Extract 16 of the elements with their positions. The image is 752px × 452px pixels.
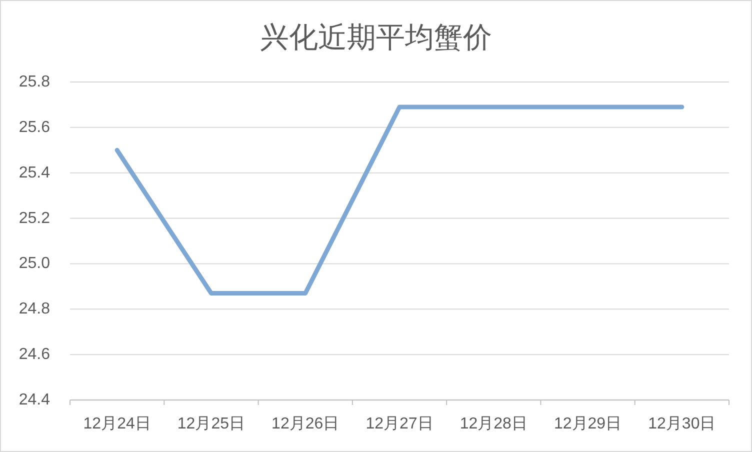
x-tick-label: 12月24日 (83, 416, 151, 432)
y-tick-label: 25.4 (18, 164, 50, 182)
y-tick-label: 25.2 (18, 210, 50, 227)
y-tick-label: 25.0 (18, 255, 50, 272)
x-tick-label: 12月28日 (460, 416, 528, 432)
x-tick-label: 12月27日 (366, 416, 434, 432)
x-tick-label: 12月29日 (554, 416, 622, 432)
y-tick-label: 24.8 (18, 300, 50, 318)
x-tick-label: 12月25日 (177, 416, 246, 432)
x-tick-label: 12月26日 (272, 416, 340, 432)
x-tick-label: 12月30日 (648, 416, 716, 432)
y-tick-label: 25.8 (18, 74, 50, 90)
y-tick-label: 24.4 (18, 392, 50, 408)
chart-title: 兴化近期平均蟹价 (260, 22, 492, 54)
y-tick-label: 25.6 (18, 118, 50, 136)
y-tick-label: 24.6 (18, 346, 50, 364)
